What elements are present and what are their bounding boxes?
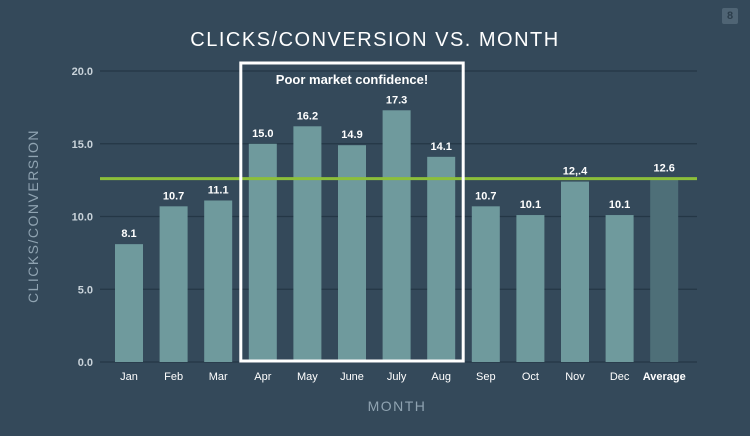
bar — [115, 244, 143, 362]
bar — [293, 126, 322, 362]
y-tick-label: 0.0 — [78, 357, 93, 369]
bar — [516, 215, 545, 362]
bar-value-label: 14.9 — [341, 129, 362, 141]
x-tick-label: Jan — [120, 371, 138, 383]
x-tick-label: Apr — [254, 371, 271, 383]
bar — [248, 143, 277, 362]
x-tick-label: May — [297, 371, 318, 383]
x-axis-title: MONTH — [368, 398, 427, 414]
x-tick-label: Dec — [610, 371, 630, 383]
x-tick-label: Sep — [476, 371, 496, 383]
bar-value-label: 10.7 — [475, 190, 496, 202]
bar-value-label: 11.1 — [208, 184, 229, 196]
bar-value-label: 10.1 — [520, 199, 541, 211]
bars: 8.1 10.7 11.1 15.0 16.2 14.9 17.3 14.1 10.7 10.1 1… — [115, 94, 679, 362]
x-tick-label: Oct — [522, 371, 539, 383]
bar — [471, 206, 500, 362]
y-tick-label: 20.0 — [72, 66, 93, 78]
x-tick-label: Nov — [565, 371, 585, 383]
bar — [650, 178, 679, 362]
y-axis-title: CLICKS/CONVERSION — [25, 129, 41, 303]
x-tick-label: July — [387, 371, 407, 383]
x-tick-label: Average — [643, 371, 686, 383]
bar-value-label: 12.6 — [653, 163, 674, 175]
bar — [338, 145, 366, 362]
bar-value-label: 17.3 — [386, 94, 407, 106]
annotation-box — [239, 61, 465, 363]
y-tick-label: 15.0 — [72, 139, 93, 151]
bar-value-label: 14.1 — [430, 141, 451, 153]
x-axis-ticks: Jan Feb Mar Apr May June July Aug Sep Oct Nov Dec Av… — [120, 371, 686, 383]
y-tick-label: 5.0 — [78, 284, 93, 296]
y-tick-label: 10.0 — [72, 212, 93, 224]
bar-value-label: 12,.4 — [563, 166, 588, 178]
bar — [382, 110, 411, 362]
chart-title: CLICKS/CONVERSION VS. MONTH — [190, 29, 559, 51]
bar — [159, 206, 188, 362]
bar — [427, 156, 456, 362]
bar — [561, 181, 589, 362]
annotation-text: Poor market confidence! — [276, 72, 428, 87]
y-axis-ticks: 0.0 5.0 10.0 15.0 20.0 — [72, 66, 93, 369]
bar — [605, 215, 634, 362]
x-tick-label: Mar — [209, 371, 228, 383]
bar-value-label: 8.1 — [121, 228, 136, 240]
bar-value-label: 10.7 — [163, 190, 184, 202]
bar-value-label: 16.2 — [297, 110, 318, 122]
annotation-group: Poor market confidence! — [239, 61, 465, 363]
bar-value-label: 15.0 — [252, 128, 273, 140]
bar — [204, 200, 233, 362]
bar-value-label: 10.1 — [609, 199, 630, 211]
page-badge: 8 — [722, 8, 738, 24]
x-tick-label: Feb — [164, 371, 183, 383]
x-tick-label: Aug — [431, 371, 451, 383]
x-tick-label: June — [340, 371, 364, 383]
